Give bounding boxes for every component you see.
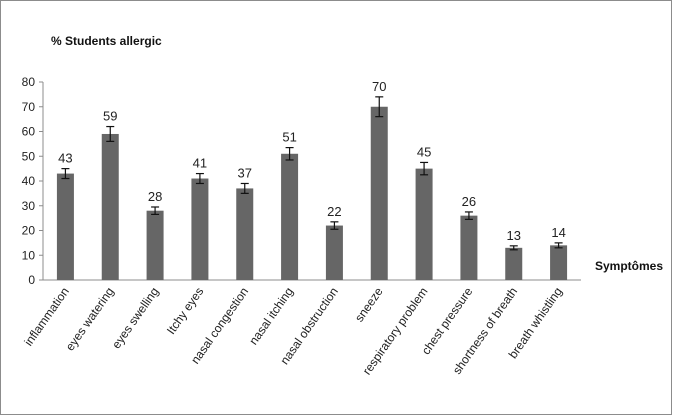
- bar: [281, 153, 299, 280]
- y-tick-label: 60: [22, 125, 36, 139]
- y-tick-label: 40: [22, 174, 36, 188]
- bars: 43 59 28 41 37 51 22 70 45 26 13 14: [56, 79, 568, 280]
- bar: [325, 225, 343, 280]
- y-tick-label: 20: [22, 224, 36, 238]
- category-label: inflammation: [21, 285, 71, 349]
- data-label: 59: [103, 109, 117, 124]
- data-label: 37: [238, 165, 252, 180]
- data-label: 41: [193, 156, 207, 171]
- bar: [191, 178, 209, 280]
- bar: [505, 247, 523, 280]
- x-axis-title: Symptômes: [595, 259, 663, 273]
- bar: [550, 245, 568, 280]
- data-label: 22: [327, 204, 341, 219]
- category-label: nasal itching: [246, 285, 296, 348]
- data-label: 28: [148, 189, 162, 204]
- data-label: 43: [58, 151, 72, 166]
- data-label: 13: [507, 228, 521, 243]
- data-label: 26: [462, 194, 476, 209]
- category-label: Itchy eyes: [164, 285, 206, 337]
- data-label: 14: [551, 225, 565, 240]
- bar: [146, 210, 164, 280]
- category-label: sneeze: [352, 284, 386, 324]
- y-tick-label: 0: [28, 273, 35, 287]
- category-label: eyes swelling: [109, 285, 161, 351]
- bar: [236, 188, 254, 280]
- y-ticks: 0 10 20 30 40 50 60 70 80: [22, 75, 43, 287]
- y-axis-title: % Students allergic: [51, 34, 162, 48]
- data-label: 45: [417, 144, 431, 159]
- y-tick-label: 30: [22, 199, 36, 213]
- y-tick-label: 50: [22, 149, 36, 163]
- bar: [460, 215, 478, 280]
- y-tick-label: 80: [22, 75, 36, 89]
- bar: [370, 106, 388, 280]
- data-label: 70: [372, 79, 386, 94]
- y-tick-label: 10: [22, 248, 36, 262]
- bar: [415, 168, 433, 280]
- data-label: 51: [282, 130, 296, 145]
- bar: [56, 173, 74, 280]
- bar: [101, 133, 119, 280]
- y-tick-label: 70: [22, 100, 36, 114]
